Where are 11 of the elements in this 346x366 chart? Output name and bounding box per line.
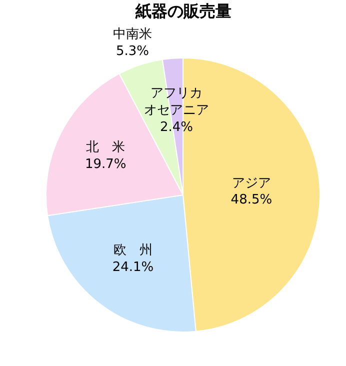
data-label: 19.7% [84, 156, 126, 172]
slice-label: 欧 州 [114, 243, 153, 258]
slice-label: アジア [232, 176, 271, 191]
data-label: 5.3% [116, 44, 150, 59]
slice-label: 中南米 [113, 27, 152, 42]
data-label: 2.4% [160, 120, 194, 135]
data-label: 48.5% [230, 192, 272, 208]
data-label: 24.1% [112, 260, 154, 275]
slice-label: アフリカオセアニア [144, 86, 209, 118]
chart-title: 紙器の販売量 [134, 2, 232, 21]
slice-label: 北 米 [86, 140, 126, 155]
